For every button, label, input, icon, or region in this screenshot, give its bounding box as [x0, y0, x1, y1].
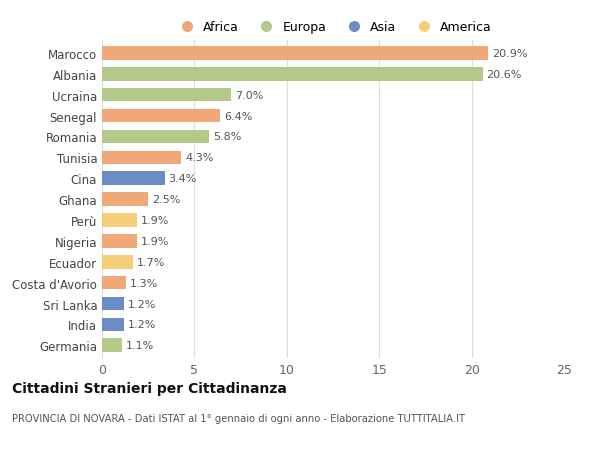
Text: 1.9%: 1.9%: [141, 236, 169, 246]
Bar: [102, 339, 122, 353]
Bar: [102, 172, 165, 185]
Text: 5.8%: 5.8%: [213, 132, 241, 142]
Text: 1.7%: 1.7%: [137, 257, 166, 267]
Text: 1.9%: 1.9%: [141, 216, 169, 225]
Text: 3.4%: 3.4%: [169, 174, 197, 184]
Bar: [102, 255, 133, 269]
Text: 1.1%: 1.1%: [126, 341, 154, 351]
Bar: [102, 276, 126, 290]
Text: 2.5%: 2.5%: [152, 195, 180, 205]
Bar: [102, 68, 482, 81]
Text: Cittadini Stranieri per Cittadinanza: Cittadini Stranieri per Cittadinanza: [12, 381, 287, 395]
Text: 4.3%: 4.3%: [185, 153, 214, 163]
Bar: [102, 89, 232, 102]
Bar: [102, 235, 137, 248]
Bar: [102, 151, 181, 165]
Bar: [102, 214, 137, 227]
Bar: [102, 47, 488, 61]
Bar: [102, 110, 220, 123]
Text: 1.2%: 1.2%: [128, 299, 156, 309]
Text: PROVINCIA DI NOVARA - Dati ISTAT al 1° gennaio di ogni anno - Elaborazione TUTTI: PROVINCIA DI NOVARA - Dati ISTAT al 1° g…: [12, 413, 465, 423]
Text: 7.0%: 7.0%: [235, 90, 263, 101]
Text: 1.3%: 1.3%: [130, 278, 158, 288]
Text: 6.4%: 6.4%: [224, 112, 253, 121]
Bar: [102, 318, 124, 331]
Text: 20.6%: 20.6%: [487, 70, 522, 80]
Text: 20.9%: 20.9%: [492, 49, 527, 59]
Bar: [102, 130, 209, 144]
Legend: Africa, Europa, Asia, America: Africa, Europa, Asia, America: [169, 16, 497, 39]
Bar: [102, 193, 148, 207]
Bar: [102, 297, 124, 311]
Text: 1.2%: 1.2%: [128, 319, 156, 330]
